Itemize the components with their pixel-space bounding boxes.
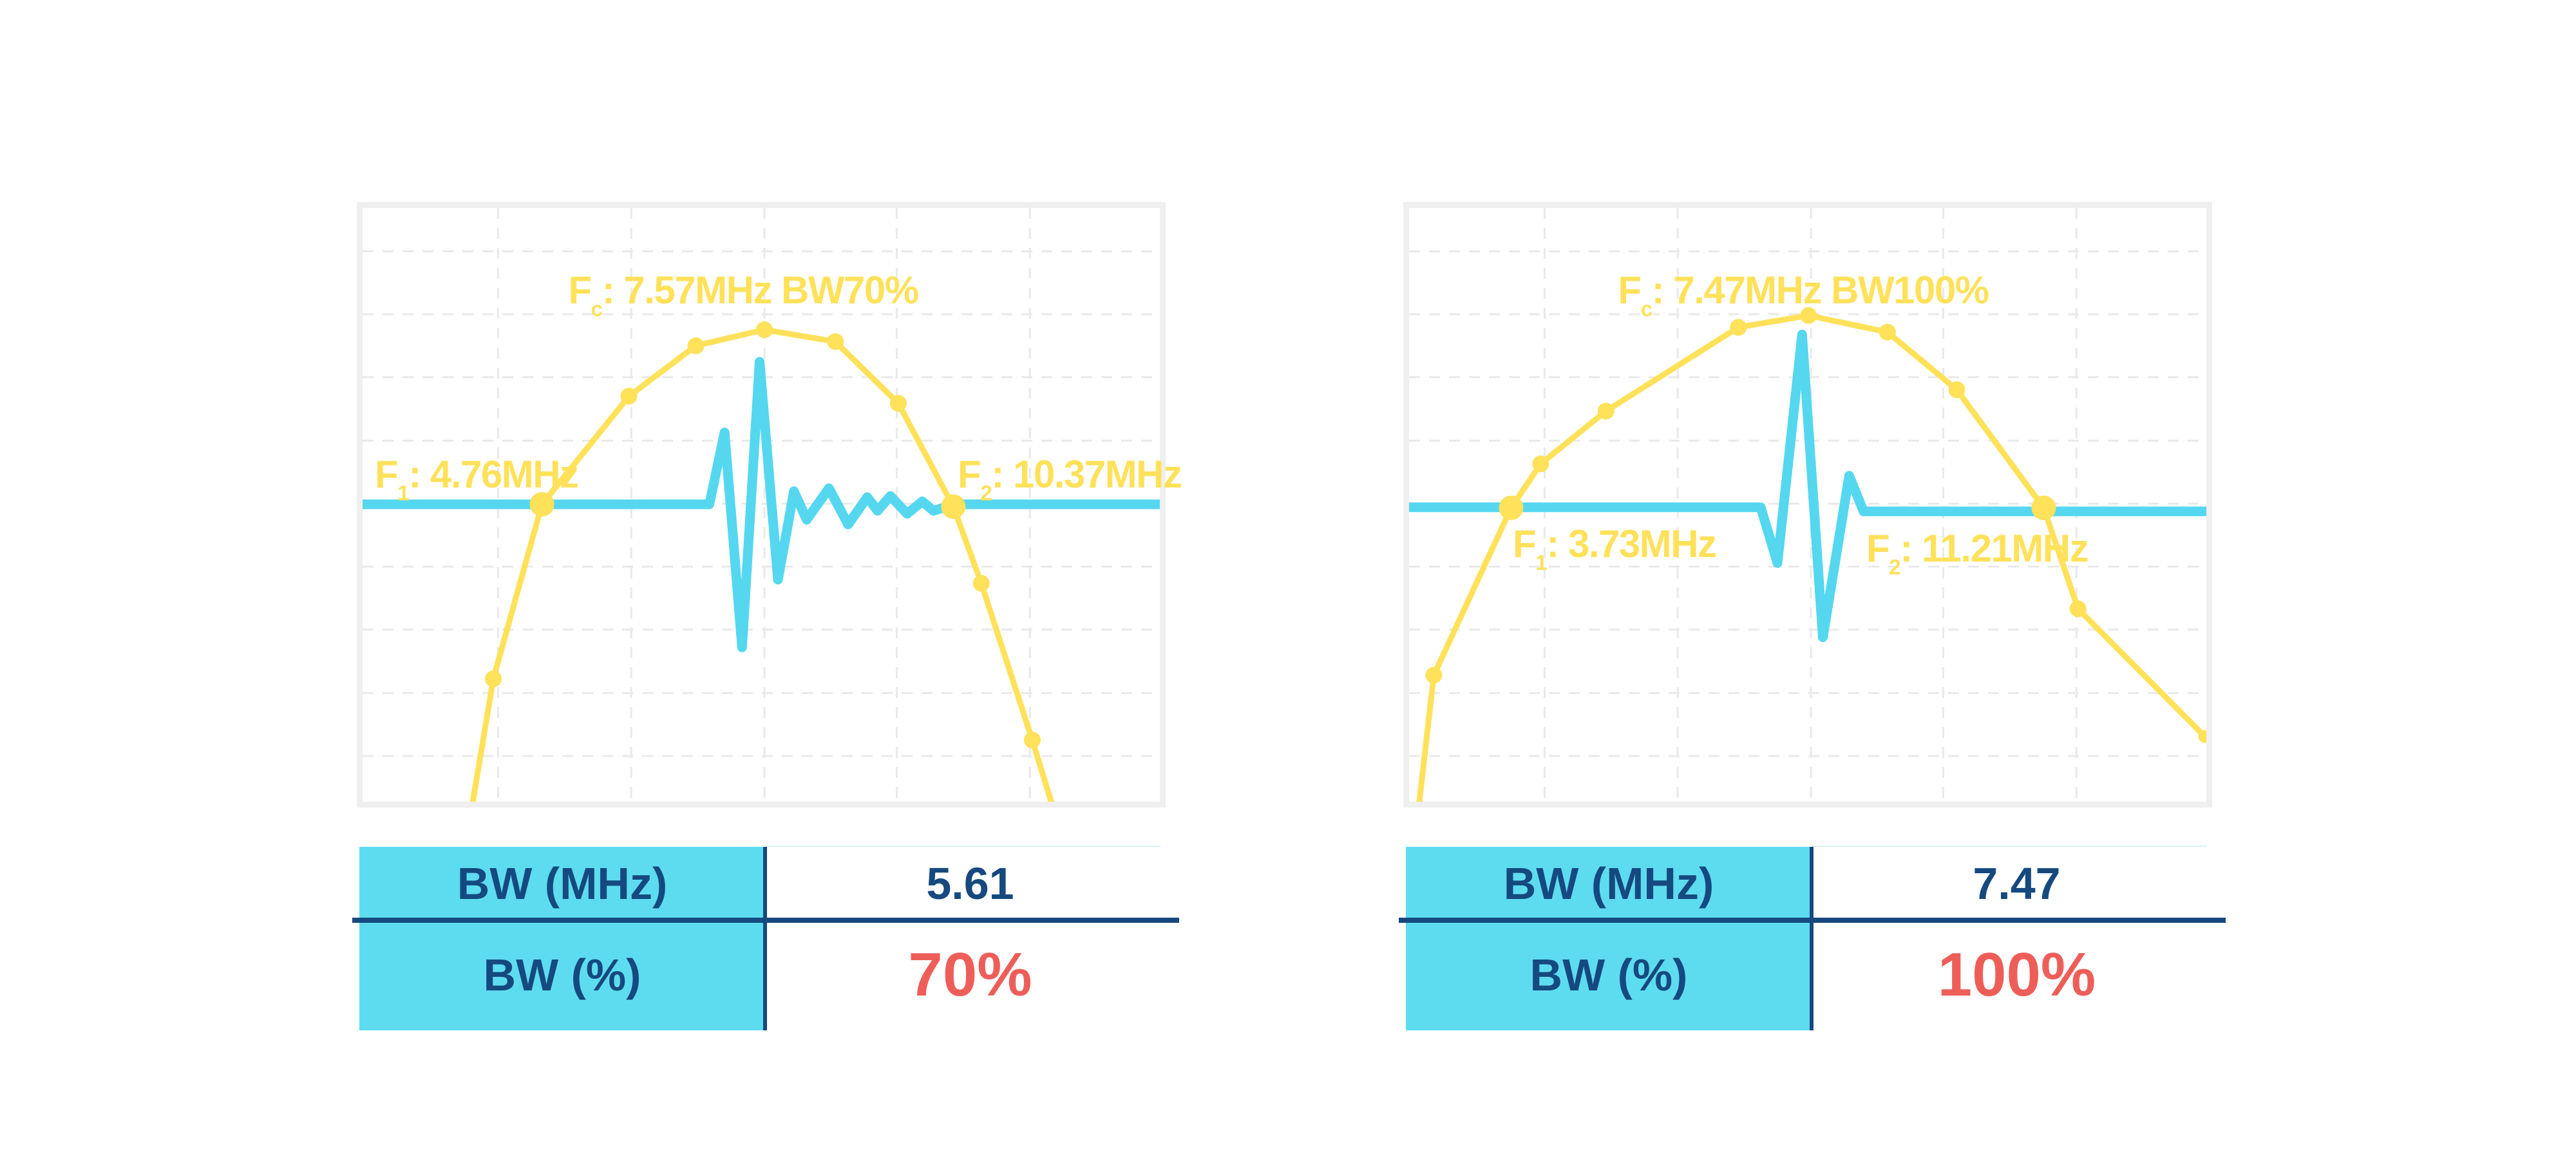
f1-value-text: : 3.73MHz <box>1546 522 1717 565</box>
pulse-echo-waveform <box>1409 329 2206 643</box>
data-point-marker <box>827 333 844 350</box>
data-point-marker <box>1730 319 1747 336</box>
f2-symbol: F <box>958 453 981 496</box>
data-point-marker <box>2069 600 2087 618</box>
frequency-spectrum-curve <box>469 326 1054 802</box>
f1-symbol: F <box>1513 522 1537 565</box>
data-point-marker <box>620 388 638 405</box>
data-point-marker <box>1532 455 1549 473</box>
data-point-marker <box>1879 323 1896 341</box>
data-point-marker <box>1425 667 1443 684</box>
data-point-marker <box>1800 307 1817 324</box>
f1-annotation-left: F1: 4.76MHz <box>375 453 579 505</box>
data-point-marker <box>1023 732 1041 749</box>
bandwidth-crossing-marker <box>941 494 966 519</box>
bandwidth-crossing-marker <box>2031 495 2056 520</box>
bw-mhz-value-cell: 5.61 <box>765 847 1175 920</box>
fc-symbol: F <box>1618 269 1642 312</box>
spectrum-plot-left: Fc: 7.57MHz BW70% F1: 4.76MHz F2: 10.37M… <box>357 202 1182 808</box>
data-point-marker <box>889 395 907 412</box>
spectrum-chart-right <box>1409 208 2206 802</box>
table-column-divider <box>1810 847 1814 1030</box>
pulse-echo-waveform <box>363 357 1160 652</box>
bw-mhz-value-cell: 7.47 <box>1812 847 2222 920</box>
fc-subscript: c <box>1640 298 1653 322</box>
fc-annotation-left: Fc: 7.57MHz BW70% <box>568 269 919 321</box>
data-point-marker <box>972 574 990 592</box>
data-point-marker <box>485 670 502 688</box>
fc-value-text: : 7.57MHz BW70% <box>601 269 919 312</box>
fc-annotation-right: Fc: 7.47MHz BW100% <box>1618 269 1989 321</box>
f2-value-text: : 11.21MHz <box>1900 527 2088 570</box>
spectrum-plot-right: Fc: 7.47MHz BW100% F1: 3.73MHz F2: 11.21… <box>1403 202 2212 808</box>
bandwidth-crossing-marker <box>529 492 554 517</box>
table-column-divider <box>763 847 767 1030</box>
bw-pct-value-cell: 70% <box>765 920 1175 1030</box>
bw-pct-label-cell: BW (%) <box>1406 920 1812 1030</box>
frequency-spectrum-curve <box>1416 312 2206 802</box>
f2-subscript: 2 <box>980 482 992 506</box>
f1-subscript: 1 <box>397 482 410 506</box>
fc-symbol: F <box>568 269 592 312</box>
data-point-marker <box>755 321 773 339</box>
f1-subscript: 1 <box>1535 551 1548 576</box>
fc-value-text: : 7.47MHz BW100% <box>1651 269 1989 312</box>
data-point-marker <box>1597 402 1615 420</box>
f2-annotation-right: F2: 11.21MHz <box>1866 527 2089 579</box>
f1-symbol: F <box>375 453 399 496</box>
f2-annotation-left: F2: 10.37MHz <box>958 453 1182 505</box>
bandwidth-crossing-marker <box>1499 495 1524 520</box>
bw-mhz-label-cell: BW (MHz) <box>359 847 765 920</box>
data-point-marker <box>687 337 705 354</box>
bw-pct-label-cell: BW (%) <box>359 920 765 1030</box>
bw-mhz-label-cell: BW (MHz) <box>1406 847 1812 920</box>
spectrum-chart-left <box>363 208 1160 802</box>
data-point-marker <box>1948 381 1965 399</box>
f2-subscript: 2 <box>1889 556 1901 580</box>
bw-pct-value-cell: 100% <box>1812 920 2222 1030</box>
f1-annotation-right: F1: 3.73MHz <box>1513 522 1717 574</box>
f2-symbol: F <box>1866 527 1890 570</box>
curve-end-marker <box>2198 730 2206 743</box>
fc-subscript: c <box>591 298 603 322</box>
f1-value-text: : 4.76MHz <box>408 453 579 496</box>
f2-value-text: : 10.37MHz <box>991 453 1182 496</box>
